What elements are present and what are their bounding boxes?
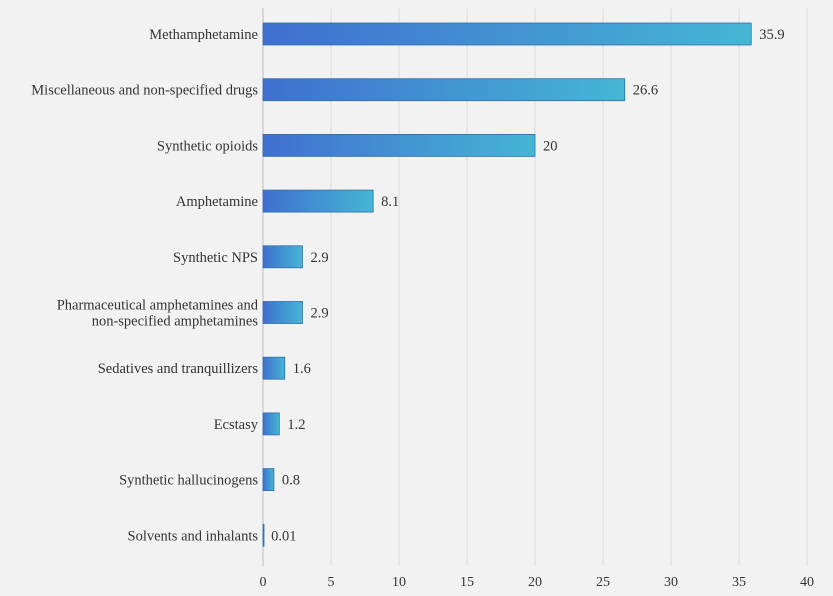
bar [262, 133, 536, 157]
x-tick-label: 10 [392, 575, 406, 590]
bar [262, 356, 286, 380]
data-label: 8.1 [381, 194, 399, 210]
x-tick-label: 40 [800, 575, 814, 590]
x-tick-label: 30 [664, 575, 678, 590]
x-tick-label: 0 [260, 575, 267, 590]
category-label: Synthetic NPS [173, 250, 258, 266]
x-tick-label: 20 [528, 575, 542, 590]
bar [262, 78, 626, 102]
data-label: 26.6 [633, 83, 658, 99]
data-label: 0.01 [271, 528, 296, 544]
bar [262, 189, 374, 213]
data-label: 2.9 [310, 250, 328, 266]
bar [262, 301, 303, 324]
data-label: 20 [543, 138, 558, 154]
category-label: Synthetic opioids [157, 138, 258, 154]
category-label: Solvents and inhalants [128, 528, 259, 544]
category-label: Methamphetamine [149, 27, 258, 43]
bar [262, 22, 752, 46]
category-label: Pharmaceutical amphetamines and [57, 298, 259, 314]
category-label: Ecstasy [214, 417, 259, 433]
bar [262, 468, 275, 492]
data-label: 1.6 [293, 361, 311, 377]
category-label: Sedatives and tranquillizers [98, 361, 259, 377]
bar [262, 523, 265, 547]
bar [262, 412, 280, 436]
data-label: 35.9 [759, 27, 784, 43]
category-label: non-specified amphetamines [92, 314, 259, 330]
category-label: Amphetamine [176, 194, 258, 210]
category-label: Synthetic hallucinogens [119, 473, 258, 489]
bars [262, 22, 752, 547]
x-tick-label: 25 [596, 575, 610, 590]
x-tick-label: 15 [460, 575, 474, 590]
category-label: Miscellaneous and non-specified drugs [31, 83, 258, 99]
data-label: 2.9 [310, 306, 328, 322]
x-tick-label: 5 [328, 575, 335, 590]
data-label: 1.2 [287, 417, 305, 433]
x-tick-label: 35 [732, 575, 746, 590]
x-axis-ticks: 0 5 10 15 20 25 30 35 40 [260, 575, 815, 590]
bar [262, 245, 303, 269]
category-labels: Methamphetamine Miscellaneous and non-spe… [31, 27, 258, 544]
data-label: 0.8 [282, 473, 300, 489]
value-labels: 35.9 26.6 20 8.1 2.9 2.9 1.6 1.2 0.8 0.01 [271, 27, 784, 544]
